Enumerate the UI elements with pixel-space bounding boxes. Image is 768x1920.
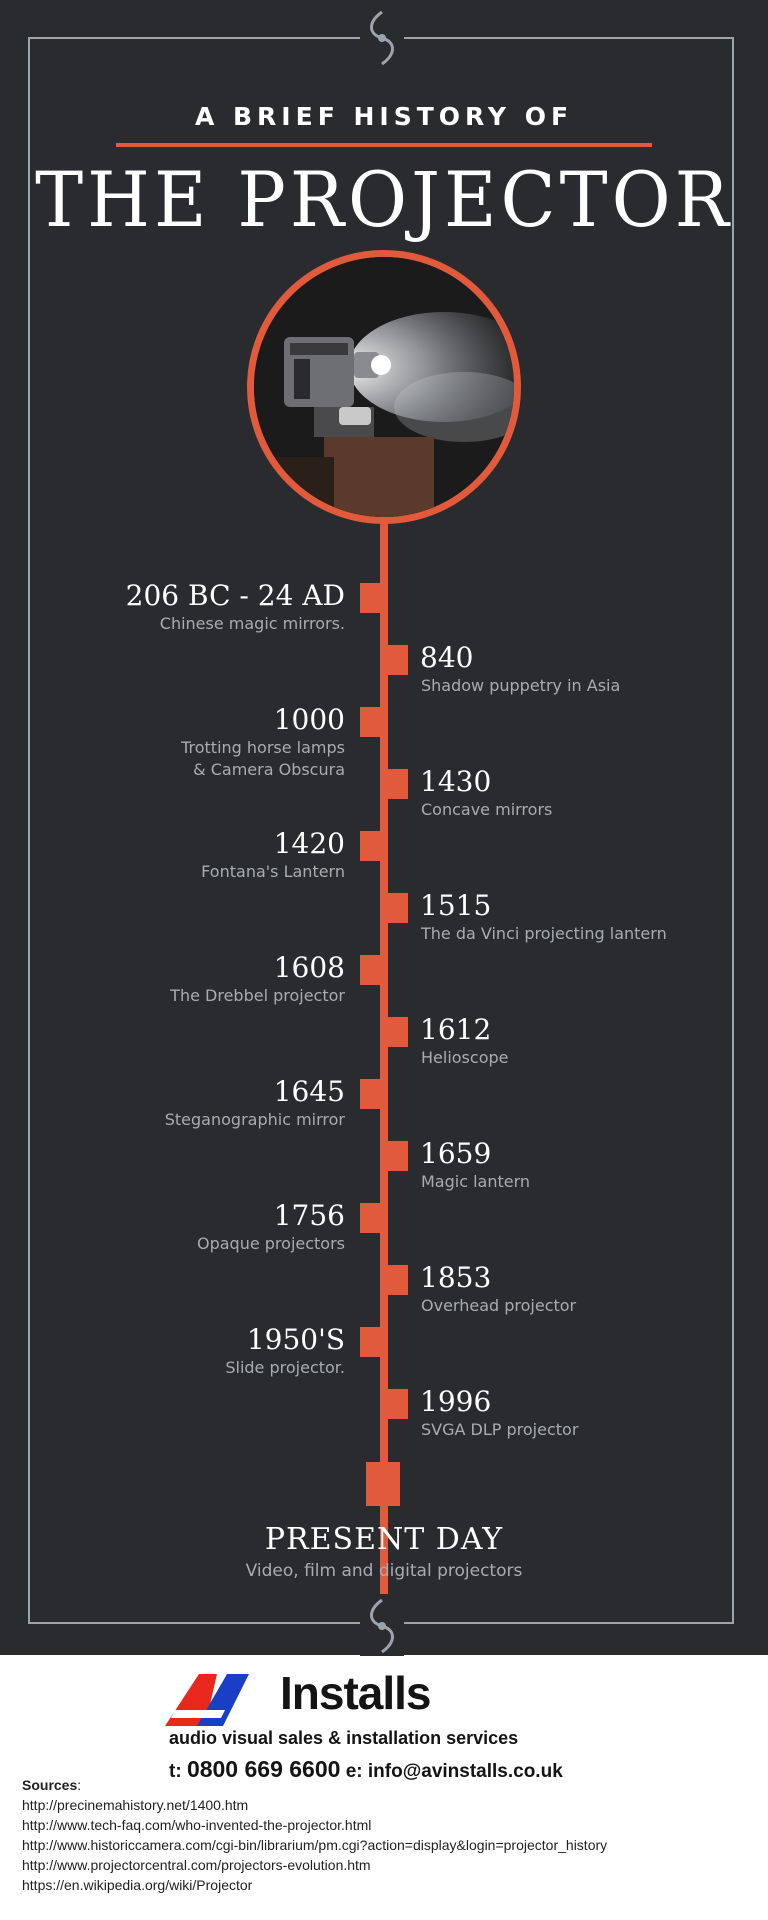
- projector-photo: [247, 250, 521, 524]
- source-link[interactable]: http://www.tech-faq.com/who-invented-the…: [22, 1817, 372, 1833]
- infographic-panel: A BRIEF HISTORY OF THE PROJECTOR: [0, 0, 768, 1656]
- source-link[interactable]: http://www.historiccamera.com/cgi-bin/li…: [22, 1837, 608, 1853]
- timeline-desc: Concave mirrors: [421, 800, 553, 819]
- timeline-desc: The Drebbel projector: [170, 986, 345, 1005]
- timeline-desc: Chinese magic mirrors.: [159, 614, 345, 633]
- timeline-marker: [384, 1389, 408, 1419]
- email-link[interactable]: info@avinstalls.co.uk: [367, 1761, 563, 1782]
- sources-heading: Sources: [22, 1777, 78, 1793]
- timeline-marker: [360, 1327, 384, 1357]
- timeline-desc: Steganographic mirror: [164, 1110, 345, 1129]
- ornament-top-icon: [360, 8, 404, 68]
- present-day-title: PRESENT DAY: [264, 1522, 504, 1557]
- contact-line: t: 0800 669 6600 e: info@avinstalls.co.u…: [169, 1756, 563, 1783]
- timeline-marker: [360, 1203, 384, 1233]
- email-label: e:: [345, 1761, 363, 1782]
- timeline-marker: [360, 1079, 384, 1109]
- ornament-bottom-icon: [360, 1596, 404, 1656]
- timeline-year: 1420: [273, 827, 345, 860]
- present-marker: [366, 1462, 400, 1506]
- timeline-desc: Slide projector.: [225, 1358, 345, 1377]
- timeline-year: 206 BC - 24 AD: [125, 579, 345, 612]
- timeline-year: 1853: [420, 1261, 492, 1294]
- timeline-year: 1996: [420, 1385, 492, 1418]
- timeline-desc: Fontana's Lantern: [201, 862, 345, 881]
- timeline-marker: [384, 645, 408, 675]
- timeline-desc: Overhead projector: [421, 1296, 577, 1315]
- timeline-year: 840: [420, 641, 474, 674]
- timeline-marker: [360, 955, 384, 985]
- timeline-desc: Magic lantern: [421, 1172, 531, 1191]
- header-subtitle: A BRIEF HISTORY OF: [194, 102, 574, 131]
- timeline-year: 1950'S: [246, 1323, 345, 1356]
- phone-label: t:: [169, 1761, 182, 1782]
- timeline-year: 1659: [420, 1137, 492, 1170]
- timeline-year: 1430: [420, 765, 492, 798]
- timeline-year: 1612: [420, 1013, 492, 1046]
- timeline-desc: SVGA DLP projector: [421, 1420, 579, 1439]
- timeline-desc: Trotting horse lamps & Camera Obscura: [181, 738, 345, 779]
- timeline-marker: [360, 707, 384, 737]
- source-link[interactable]: http://www.projectorcentral.com/projecto…: [22, 1857, 371, 1873]
- av-logo-icon: [165, 1674, 249, 1726]
- timeline-desc: The da Vinci projecting lantern: [421, 924, 667, 943]
- logo-wordmark: Installs: [280, 1667, 432, 1719]
- projector-illustration-icon: [254, 257, 514, 517]
- timeline-desc: Helioscope: [421, 1048, 509, 1067]
- timeline-marker: [384, 1141, 408, 1171]
- header-divider: [116, 143, 652, 147]
- timeline-marker: [360, 583, 384, 613]
- timeline-year: 1515: [420, 889, 492, 922]
- timeline-year: 1645: [273, 1075, 345, 1108]
- page-title: THE PROJECTOR: [35, 155, 733, 245]
- timeline-year: 1608: [273, 951, 345, 984]
- timeline-marker: [384, 1017, 408, 1047]
- timeline-desc: Opaque projectors: [196, 1234, 345, 1253]
- sources-list: Sources: http://precinemahistory.net/140…: [22, 1777, 608, 1893]
- present-day-desc: Video, film and digital projectors: [245, 1561, 523, 1581]
- timeline-year: 1000: [273, 703, 345, 736]
- timeline-desc: Shadow puppetry in Asia: [421, 676, 621, 695]
- source-link[interactable]: https://en.wikipedia.org/wiki/Projector: [22, 1877, 253, 1893]
- timeline-year: 1756: [273, 1199, 345, 1232]
- source-link[interactable]: http://precinemahistory.net/1400.htm: [22, 1797, 249, 1813]
- phone-number[interactable]: 0800 669 6600: [186, 1756, 341, 1782]
- timeline-marker: [384, 1265, 408, 1295]
- timeline-marker: [384, 893, 408, 923]
- timeline-marker: [384, 769, 408, 799]
- timeline-stem: [380, 520, 388, 1594]
- brand-tagline: audio visual sales & installation servic…: [169, 1728, 519, 1748]
- timeline-marker: [360, 831, 384, 861]
